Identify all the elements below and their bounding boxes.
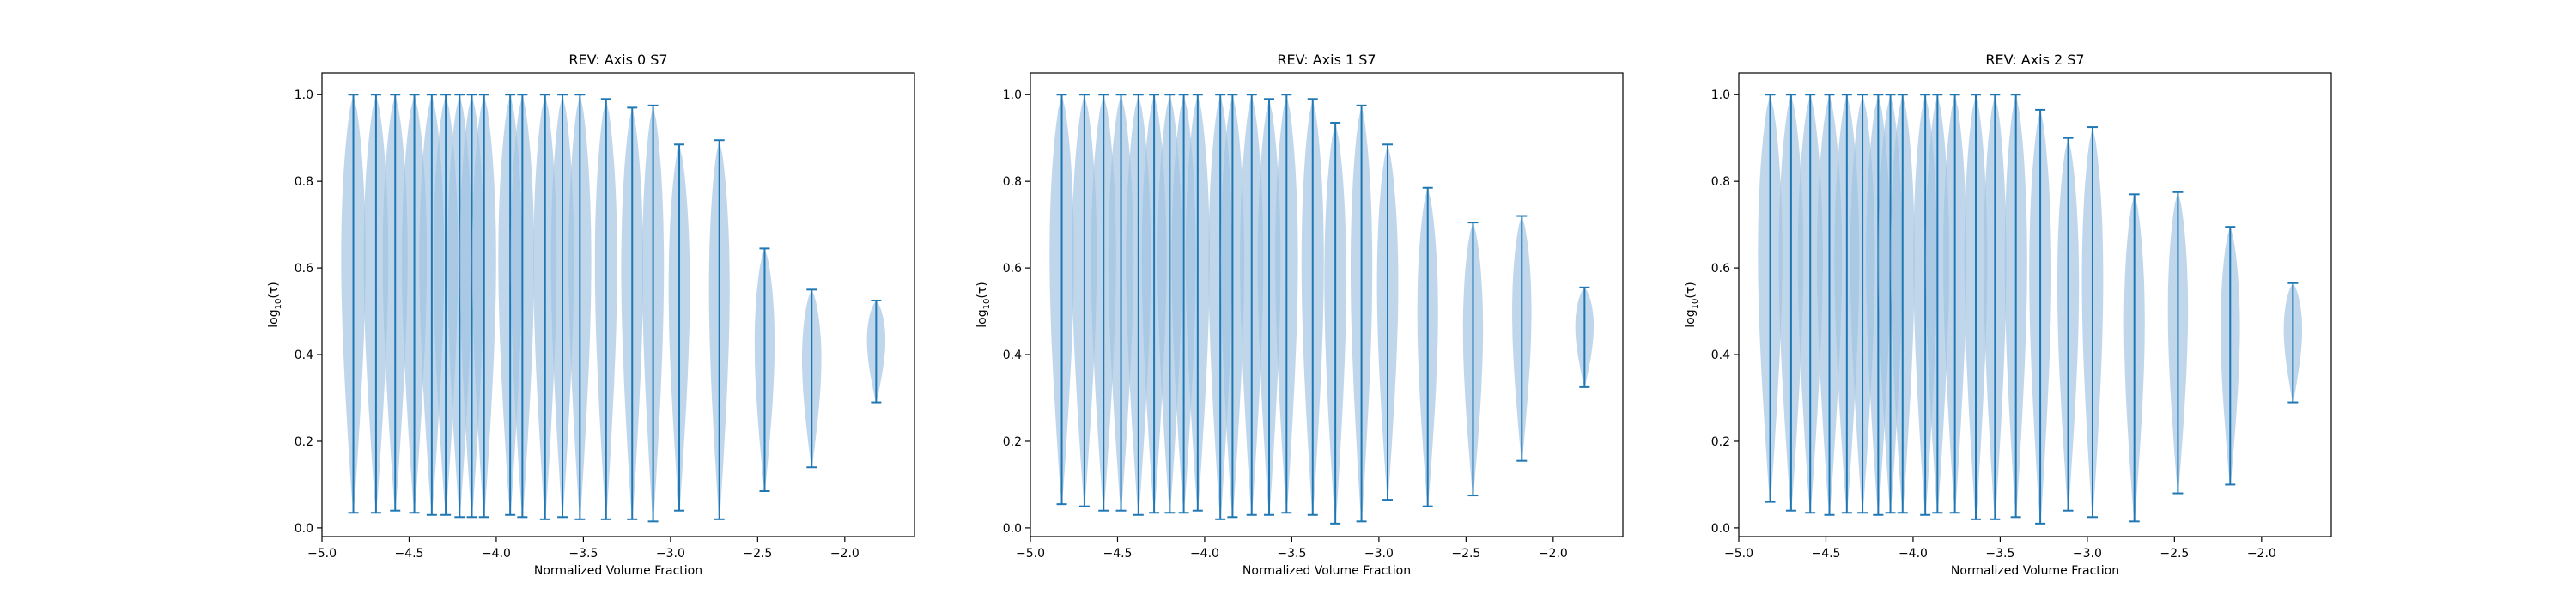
x-tick-label: −4.5 xyxy=(1811,547,1840,561)
y-tick-label: 0.8 xyxy=(1711,175,1730,189)
x-tick-label: −4.0 xyxy=(1190,547,1219,561)
x-tick-label: −4.5 xyxy=(1103,547,1132,561)
y-tick-label: 0.8 xyxy=(1003,175,1022,189)
x-axis-label: Normalized Volume Fraction xyxy=(534,564,702,578)
violin-panel-axis-2: REV: Axis 2 S7 Normalized Volume Fractio… xyxy=(1684,52,2332,578)
violin-group xyxy=(1758,94,2303,525)
x-tick-label: −2.0 xyxy=(1539,547,1568,561)
x-tick-label: −5.0 xyxy=(1724,547,1753,561)
chart-title: REV: Axis 1 S7 xyxy=(1277,52,1376,68)
y-axis-label: log10(τ) xyxy=(975,282,992,327)
chart-title: REV: Axis 2 S7 xyxy=(1985,52,2084,68)
x-tick-label: −5.0 xyxy=(307,547,337,561)
x-tick-label: −2.5 xyxy=(1451,547,1480,561)
x-tick-label: −5.0 xyxy=(1016,547,1045,561)
y-axis-label: log10(τ) xyxy=(267,282,283,327)
plot-frame xyxy=(1030,72,1624,537)
y-tick-label: 0.6 xyxy=(1711,262,1730,276)
violin-group xyxy=(341,94,886,523)
x-axis-label: Normalized Volume Fraction xyxy=(1242,564,1411,578)
x-tick-label: −4.0 xyxy=(482,547,511,561)
y-tick-label: 0.6 xyxy=(295,262,313,276)
y-tick-label: 0.2 xyxy=(1003,435,1022,449)
y-tick-label: 0.6 xyxy=(1003,262,1022,276)
violin-panel-axis-0: REV: Axis 0 S7 Normalized Volume Fractio… xyxy=(267,52,915,578)
x-tick-label: −2.0 xyxy=(2247,547,2276,561)
y-tick-label: 0.4 xyxy=(1003,349,1022,362)
plot-frame xyxy=(1738,72,2332,537)
x-tick-label: −3.0 xyxy=(2073,547,2102,561)
x-tick-label: −3.5 xyxy=(1985,547,2014,561)
x-tick-label: −3.5 xyxy=(568,547,598,561)
chart-title: REV: Axis 0 S7 xyxy=(568,52,667,68)
y-tick-label: 0.0 xyxy=(1711,522,1730,536)
x-tick-label: −3.0 xyxy=(1364,547,1394,561)
y-tick-label: 0.4 xyxy=(295,349,313,362)
x-axis-label: Normalized Volume Fraction xyxy=(1951,564,2119,578)
x-tick-label: −4.0 xyxy=(1899,547,1928,561)
x-tick-label: −3.0 xyxy=(656,547,685,561)
y-tick-label: 0.2 xyxy=(1711,435,1730,449)
x-tick-label: −2.5 xyxy=(2160,547,2189,561)
x-tick-label: −2.5 xyxy=(743,547,772,561)
x-tick-label: −2.0 xyxy=(830,547,860,561)
violin-panel-axis-1: REV: Axis 1 S7 Normalized Volume Fractio… xyxy=(975,52,1624,578)
plot-frame xyxy=(321,72,915,537)
y-tick-label: 1.0 xyxy=(295,88,313,102)
violin-group xyxy=(1049,94,1595,525)
y-tick-label: 1.0 xyxy=(1003,88,1022,102)
y-tick-label: 0.2 xyxy=(295,435,313,449)
y-tick-label: 0.8 xyxy=(295,175,313,189)
y-axis-label: log10(τ) xyxy=(1684,282,1700,327)
y-tick-label: 0.4 xyxy=(1711,349,1730,362)
x-tick-label: −3.5 xyxy=(1277,547,1306,561)
x-tick-label: −4.5 xyxy=(394,547,423,561)
y-tick-label: 0.0 xyxy=(1003,522,1022,536)
y-tick-label: 1.0 xyxy=(1711,88,1730,102)
y-tick-label: 0.0 xyxy=(295,522,313,536)
